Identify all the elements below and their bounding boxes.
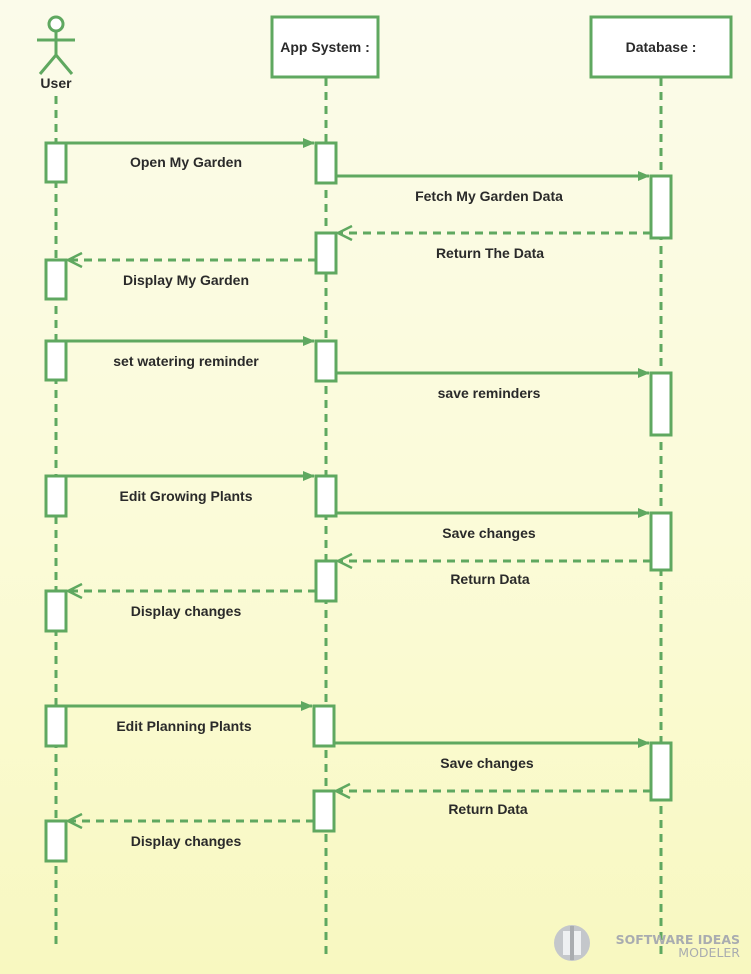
activation-bar — [314, 339, 338, 383]
software-ideas-logo-icon — [554, 925, 590, 961]
message-label: Return The Data — [436, 245, 544, 261]
message-edit-planning-plants: Edit Planning Plants — [66, 701, 313, 734]
message-save-changes: Save changes — [334, 738, 650, 771]
activation-bar — [314, 474, 338, 518]
message-set-watering-reminder: set watering reminder — [66, 336, 315, 369]
message-label: Display changes — [131, 833, 242, 849]
message-display-changes: Display changes — [68, 591, 316, 619]
message-display-changes: Display changes — [68, 821, 314, 849]
message-return-the-data: Return The Data — [338, 233, 651, 261]
activation-bar — [649, 371, 673, 437]
message-label: Display changes — [131, 603, 242, 619]
message-label: Save changes — [442, 525, 536, 541]
activation-bar — [312, 704, 336, 748]
actor-user: User — [37, 15, 75, 91]
activation-bar — [314, 141, 338, 185]
message-open-my-garden: Open My Garden — [66, 138, 315, 170]
lifeline-box-app-system: App System : — [270, 15, 380, 79]
message-label: save reminders — [438, 385, 541, 401]
message-label: Display My Garden — [123, 272, 249, 288]
message-label: Save changes — [440, 755, 534, 771]
stick-figure-icon — [37, 15, 75, 75]
watermark-line-2: MODELER — [678, 945, 740, 960]
message-display-my-garden: Display My Garden — [68, 260, 316, 288]
message-label: Edit Growing Plants — [119, 488, 252, 504]
message-label: Open My Garden — [130, 154, 242, 170]
activation-bar — [314, 559, 338, 603]
message-fetch-my-garden-data: Fetch My Garden Data — [336, 171, 650, 204]
activation-bar — [44, 474, 68, 518]
message-save-reminders: save reminders — [336, 368, 650, 401]
activation-bar — [649, 741, 673, 802]
message-save-changes: Save changes — [336, 508, 650, 541]
message-edit-growing-plants: Edit Growing Plants — [66, 471, 315, 504]
activation-bar — [649, 174, 673, 240]
message-label: Return Data — [448, 801, 528, 817]
actor-label: User — [40, 75, 72, 91]
watermark: SOFTWARE IDEAS MODELER — [554, 925, 740, 961]
message-label: Edit Planning Plants — [116, 718, 252, 734]
activation-bar — [44, 704, 68, 748]
lifeline-box-database: Database : — [589, 15, 733, 79]
message-return-data: Return Data — [336, 791, 651, 817]
activation-bar — [44, 339, 68, 382]
activation-bar — [44, 589, 68, 633]
activation-bar — [44, 141, 68, 184]
activation-bar — [649, 511, 673, 572]
message-return-data: Return Data — [338, 561, 651, 587]
lifeline-label-database: Database : — [626, 39, 697, 55]
message-label: set watering reminder — [113, 353, 259, 369]
lifeline-label-app-system: App System : — [280, 39, 369, 55]
activation-bar — [314, 231, 338, 275]
watermark-line-1: SOFTWARE IDEAS — [616, 932, 740, 947]
activation-bar — [44, 819, 68, 863]
message-label: Return Data — [450, 571, 530, 587]
message-label: Fetch My Garden Data — [415, 188, 563, 204]
activation-bar — [312, 789, 336, 833]
activation-bar — [44, 258, 68, 301]
